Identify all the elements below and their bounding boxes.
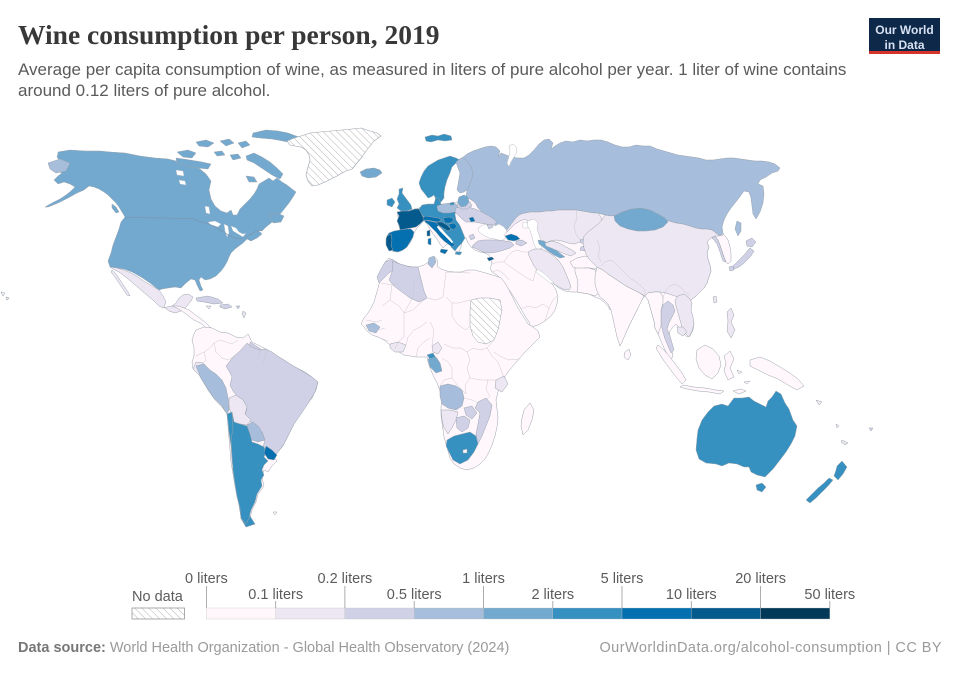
svg-text:5 liters: 5 liters	[601, 571, 644, 587]
svg-text:No data: No data	[132, 589, 184, 605]
svg-text:0.2 liters: 0.2 liters	[317, 571, 372, 587]
svg-text:0 liters: 0 liters	[185, 571, 228, 587]
svg-text:50 liters: 50 liters	[804, 587, 855, 603]
svg-text:0.5 liters: 0.5 liters	[387, 587, 442, 603]
svg-text:20 liters: 20 liters	[735, 571, 786, 587]
svg-text:1 liters: 1 liters	[462, 571, 505, 587]
svg-text:10 liters: 10 liters	[666, 587, 717, 603]
svg-text:2 liters: 2 liters	[531, 587, 574, 603]
svg-text:0.1 liters: 0.1 liters	[248, 587, 303, 603]
